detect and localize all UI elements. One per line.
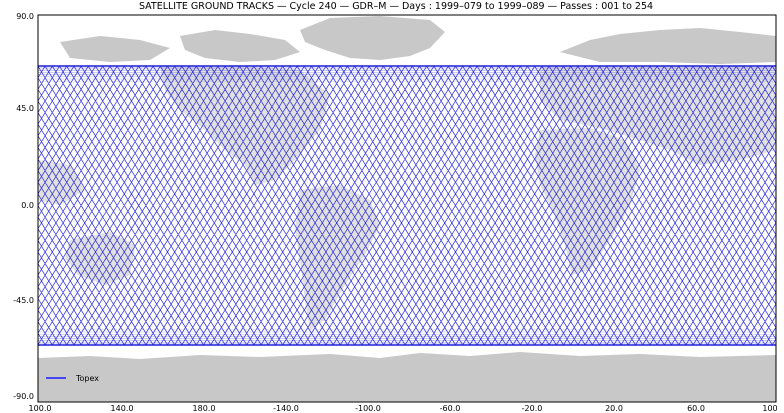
x-tick-label: -140.0 — [273, 404, 299, 413]
x-tick-label: 100.0 — [29, 404, 52, 413]
y-tick-label: 45.0 — [16, 104, 34, 113]
y-tick-label: 90.0 — [16, 12, 34, 21]
legend: Topex — [46, 374, 99, 383]
x-tick-label: 180.0 — [193, 404, 216, 413]
canada-arctic-landmass — [180, 30, 300, 62]
track-turnaround-bands — [38, 67, 776, 344]
y-tick-label: -90.0 — [13, 392, 34, 401]
x-tick-label: 140.0 — [111, 404, 134, 413]
greenland-landmass — [300, 16, 445, 60]
map-title: SATELLITE GROUND TRACKS — Cycle 240 — GD… — [139, 1, 653, 12]
y-tick-label: 0.0 — [21, 201, 34, 210]
x-tick-label: -60.0 — [440, 404, 461, 413]
x-tick-label: 100 — [762, 404, 777, 413]
plot-area — [37, 14, 777, 403]
x-tick-label: -100.0 — [355, 404, 381, 413]
plot-frame — [37, 14, 777, 403]
longitude-axis: 100.0 140.0 180.0 -140.0 -100.0 -60.0 -2… — [29, 404, 778, 413]
y-tick-label: -45.0 — [13, 296, 34, 305]
legend-label: Topex — [75, 374, 99, 383]
track-lines — [38, 66, 776, 345]
x-tick-label: -20.0 — [522, 404, 543, 413]
eurasia-arctic-landmass — [560, 28, 776, 64]
antarctica-landmass — [38, 352, 776, 402]
alaska-landmass — [60, 36, 170, 62]
x-tick-label: 60.0 — [687, 404, 705, 413]
satellite-ground-tracks — [38, 66, 776, 345]
latitude-axis: 90.0 45.0 0.0 -45.0 -90.0 — [13, 12, 34, 401]
x-tick-label: 20.0 — [605, 404, 623, 413]
